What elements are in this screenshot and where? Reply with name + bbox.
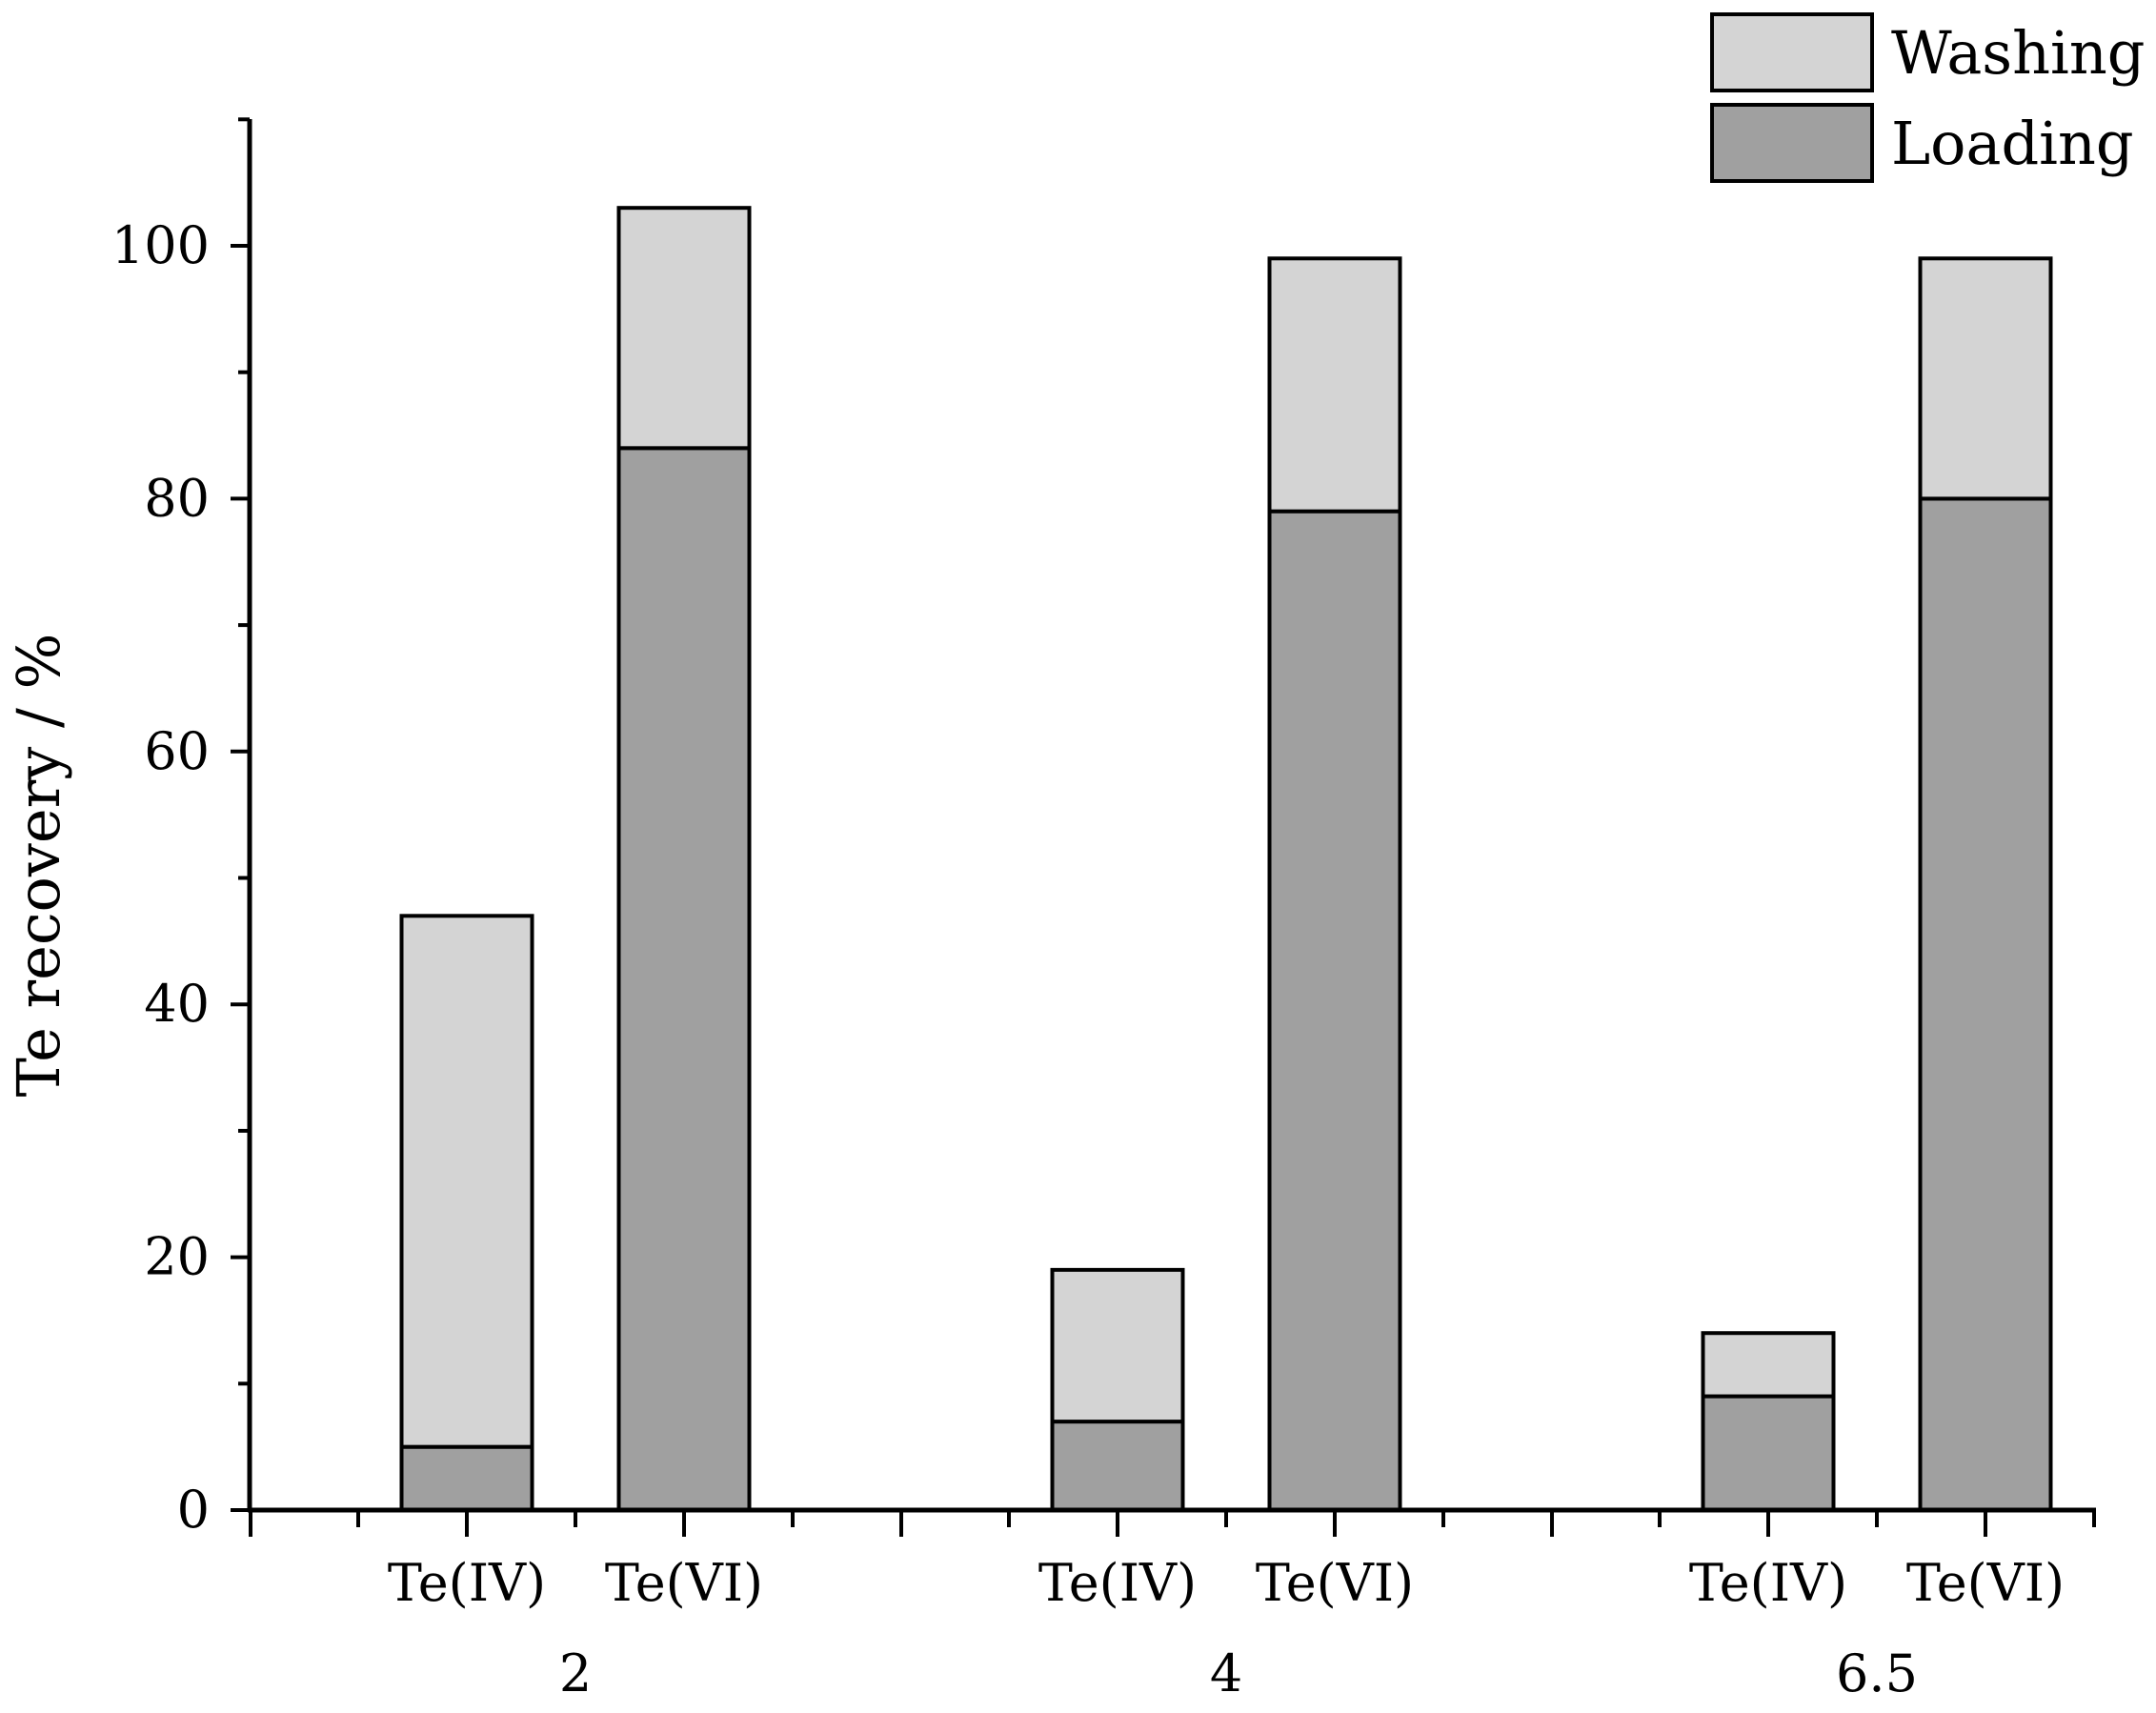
- legend-swatch-washing: [1710, 12, 1874, 92]
- bar-loading-6.5-Te(VI): [1918, 496, 2053, 1512]
- y-tick-label: 20: [144, 1227, 210, 1287]
- y-tick-label: 80: [144, 468, 210, 528]
- bar-loading-2-Te(VI): [616, 446, 752, 1513]
- bars-layer: [399, 206, 2053, 1513]
- x-category-label: Te(VI): [605, 1553, 763, 1613]
- x-category-label: Te(IV): [388, 1553, 546, 1613]
- x-category-label: Te(IV): [1038, 1553, 1197, 1613]
- bar-washing-6.5-Te(VI): [1918, 256, 2053, 501]
- axes-layer: [231, 117, 2096, 1537]
- x-category-label: Te(VI): [1256, 1553, 1414, 1613]
- y-axis-title: Te recovery / %: [4, 634, 73, 1098]
- legend-label-loading: Loading: [1891, 109, 2134, 178]
- bar-loading-4-Te(VI): [1267, 509, 1402, 1512]
- legend: Washing Loading: [1710, 12, 2146, 183]
- bar-washing-4-Te(IV): [1050, 1267, 1185, 1424]
- legend-label-washing: Washing: [1891, 18, 2146, 88]
- y-tick-label: 100: [111, 215, 210, 275]
- bar-loading-4-Te(IV): [1050, 1420, 1185, 1512]
- x-group-label: 2: [559, 1643, 592, 1703]
- x-category-label: Te(VI): [1906, 1553, 2065, 1613]
- bar-washing-6.5-Te(IV): [1701, 1331, 1836, 1399]
- x-category-label: Te(IV): [1689, 1553, 1847, 1613]
- x-group-label: 6.5: [1836, 1643, 1918, 1703]
- y-tick-label: 60: [144, 721, 210, 781]
- bar-washing-4-Te(VI): [1267, 256, 1402, 514]
- y-tick-label: 40: [144, 974, 210, 1034]
- bar-washing-2-Te(VI): [616, 206, 752, 451]
- bar-loading-2-Te(IV): [399, 1444, 534, 1513]
- legend-swatch-loading: [1710, 103, 1874, 183]
- bar-loading-6.5-Te(IV): [1701, 1394, 1836, 1512]
- bar-washing-2-Te(IV): [399, 914, 534, 1449]
- x-group-label: 4: [1210, 1643, 1242, 1703]
- y-tick-label: 0: [177, 1480, 210, 1540]
